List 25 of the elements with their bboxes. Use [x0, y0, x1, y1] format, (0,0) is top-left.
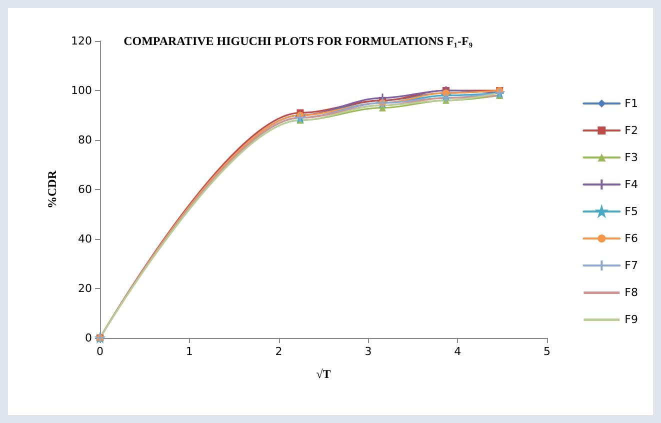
legend-label: F4	[624, 178, 638, 191]
legend-label: F5	[624, 205, 638, 218]
y-tick-label: 80	[78, 134, 92, 146]
chart-title: COMPARATIVE HIGUCHI PLOTS FOR FORMULATIONS F₁-F₉	[124, 34, 473, 48]
legend-label: F2	[624, 124, 638, 137]
legend-label: F9	[624, 313, 638, 326]
y-tick-label: 120	[71, 34, 92, 48]
legend-label: F8	[624, 286, 638, 299]
x-tick-label: 0	[96, 345, 104, 358]
y-tick-label: 20	[78, 282, 92, 295]
x-tick-label: 2	[275, 345, 282, 358]
x-tick-label: 5	[544, 345, 550, 358]
y-axis-title: %CDR	[45, 170, 59, 208]
legend-label: F7	[624, 259, 638, 272]
x-tick-label: 4	[454, 345, 462, 358]
y-tick-label: 100	[71, 84, 92, 97]
legend-label: F3	[624, 151, 638, 164]
x-tick-label: 3	[364, 345, 372, 358]
y-tick-label: 0	[85, 332, 92, 344]
x-axis-title: √T	[316, 367, 331, 381]
y-tick-label: 60	[78, 183, 92, 196]
legend-label: F1	[624, 97, 638, 110]
legend-label: F6	[624, 232, 638, 245]
x-tick-label: 1	[186, 345, 193, 358]
y-tick-label: 40	[78, 232, 92, 246]
